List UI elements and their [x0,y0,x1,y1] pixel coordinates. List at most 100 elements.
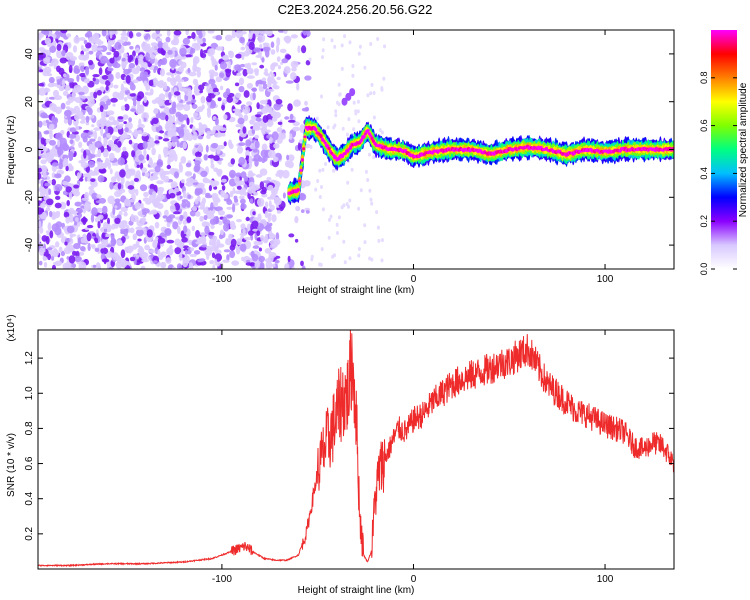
noise-blob [286,154,290,161]
noise-blob [76,74,80,83]
spectrogram-panel: -100 0 100 -40 -20 0 20 40 Height of straight l… [6,29,675,296]
noise-blob [223,223,230,232]
noise-blob [49,102,56,111]
noise-blob [198,122,202,127]
noise-blob [101,232,106,239]
ridge-mark [319,134,323,139]
noise-blob [122,114,129,120]
noise-blob [185,181,193,187]
noise-blob [38,82,45,87]
noise-blob [351,73,355,78]
noise-blob [376,225,380,230]
noise-blob [198,258,206,262]
noise-blob [67,96,74,103]
noise-blob [184,170,193,177]
noise-blob [43,130,50,135]
noise-blob [199,206,206,210]
noise-blob [72,45,78,53]
noise-blob [231,260,240,266]
noise-blob [140,202,144,209]
noise-blob [265,129,271,133]
noise-blob [64,175,71,183]
y-tick-label: 0.2 [24,526,35,540]
noise-blob [184,249,188,255]
noise-blob [369,197,373,202]
noise-blob [126,41,131,46]
noise-blob [80,246,86,252]
noise-blob [197,182,205,188]
noise-blob [135,188,139,196]
noise-blob [101,258,110,263]
noise-blob [357,119,361,124]
noise-blob [92,233,96,237]
snr-series-line [38,330,674,568]
noise-blob [290,34,298,39]
noise-blob [215,34,223,41]
noise-blob [38,156,41,160]
noise-blob [136,32,142,37]
noise-blob [55,144,63,151]
noise-blob [267,213,271,223]
noise-blob [309,145,313,149]
noise-blob [71,210,78,215]
noise-blob [206,85,213,94]
noise-blob [273,85,280,90]
noise-blob [91,207,98,216]
noise-blob [237,180,244,186]
noise-blob [87,131,93,135]
noise-blob [69,139,74,145]
noise-blob [318,195,322,199]
noise-blob [256,111,264,116]
noise-blob [120,45,125,54]
noise-blob [93,130,98,140]
snr-frame [37,329,675,570]
noise-blob [251,87,257,92]
noise-blob [113,119,116,125]
noise-blob [59,159,63,165]
noise-blob [234,82,240,87]
noise-blob [343,260,347,265]
noise-blob [205,206,209,216]
noise-blob [258,86,265,92]
noise-blob [237,64,242,73]
noise-blob [109,30,116,35]
noise-blob [172,101,177,110]
noise-blob [180,178,185,184]
noise-blob [156,81,164,88]
noise-blob [364,169,368,174]
noise-blob [372,115,376,120]
noise-blob [115,71,121,80]
noise-blob [86,106,91,113]
noise-blob [55,241,60,248]
noise-blob [299,124,305,134]
noise-blob [315,116,319,121]
noise-blob [150,209,158,215]
noise-blob [330,38,334,43]
secondary-feature [341,97,348,106]
noise-blob [193,112,199,117]
noise-blob [111,223,116,230]
noise-blob [38,220,42,228]
noise-blob [254,134,260,139]
snr-xlabel: Height of straight line (km) [298,585,415,596]
noise-blob [363,65,367,70]
noise-blob [69,127,77,133]
noise-blob [114,190,122,198]
ridge-mark [302,147,306,151]
noise-blob [354,111,358,116]
noise-blob [103,137,108,146]
noise-blob [259,64,265,69]
noise-blob [166,164,171,170]
noise-blob [118,116,124,120]
noise-blob [191,104,198,109]
noise-blob [93,264,97,268]
noise-blob [356,109,360,114]
noise-blob [81,85,89,95]
noise-blob [65,186,72,193]
noise-blob [164,228,172,236]
noise-blob [191,225,195,231]
noise-blob [206,134,211,140]
noise-blob [261,143,268,152]
noise-blob [172,114,176,124]
noise-blob [170,77,177,86]
